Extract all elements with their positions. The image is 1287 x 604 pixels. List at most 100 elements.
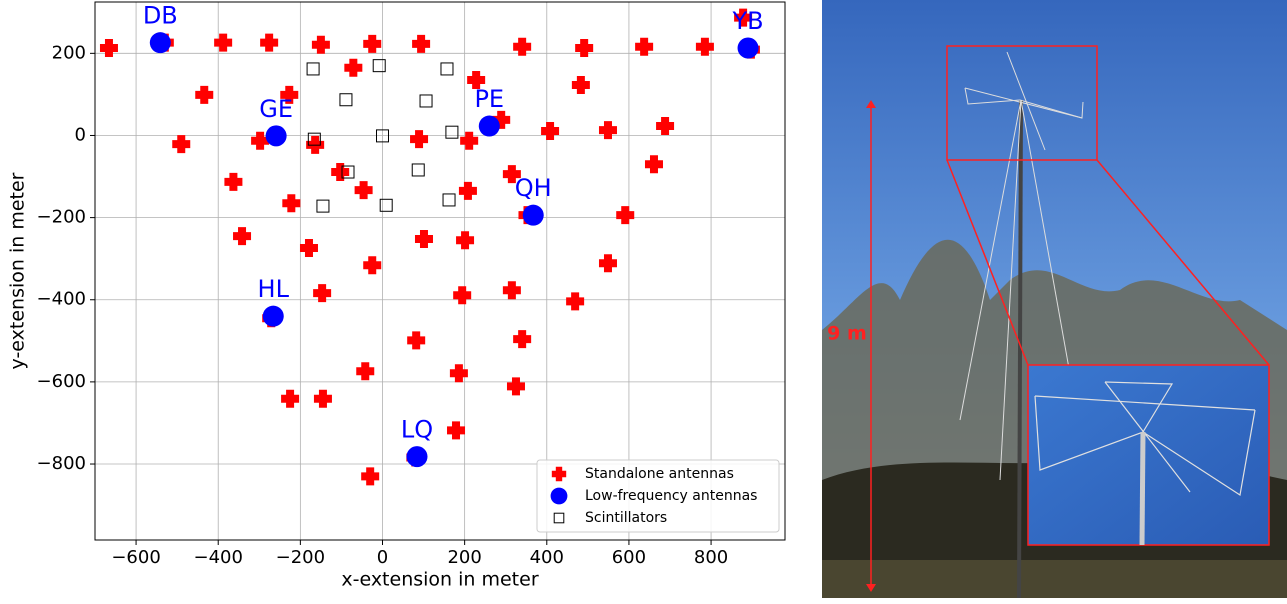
station-label: GE bbox=[259, 95, 293, 123]
station-label: PE bbox=[474, 85, 504, 113]
legend-marker bbox=[553, 512, 565, 524]
legend-label: Scintillators bbox=[585, 510, 667, 526]
standalone-antenna bbox=[281, 389, 300, 408]
standalone-antenna bbox=[172, 135, 191, 154]
standalone-antenna bbox=[407, 331, 426, 350]
scintillator bbox=[419, 94, 433, 108]
y-tick-label: 0 bbox=[75, 124, 86, 145]
standalone-antenna bbox=[575, 38, 594, 57]
standalone-antenna bbox=[282, 194, 301, 213]
plot-frame bbox=[94, 1, 786, 541]
chart: −600 −400 −200 0 200 400 600 800 −800 −600 −400 −20… bbox=[7, 1, 786, 591]
standalone-antenna bbox=[447, 421, 466, 440]
legend bbox=[536, 459, 780, 533]
plot-area bbox=[95, 2, 785, 540]
standalone-antenna bbox=[656, 117, 675, 136]
standalone-antenna bbox=[513, 330, 532, 349]
inset-antenna bbox=[1034, 381, 1256, 546]
standalone-antenna bbox=[456, 231, 475, 250]
low-frequency-antenna bbox=[737, 37, 759, 59]
standalone-antenna bbox=[224, 172, 243, 191]
x-tick-label: 200 bbox=[447, 547, 481, 568]
standalone-antenna bbox=[506, 377, 525, 396]
legend-marker bbox=[550, 487, 568, 505]
standalone-antenna bbox=[467, 71, 486, 90]
legend-label: Standalone antennas bbox=[585, 466, 734, 482]
standalone-antenna bbox=[260, 33, 279, 52]
y-tick-label: −400 bbox=[37, 289, 86, 310]
standalone-antenna bbox=[99, 38, 118, 57]
standalone-antenna bbox=[313, 389, 332, 408]
y-tick-label: −800 bbox=[37, 453, 86, 474]
standalone-antenna bbox=[195, 85, 214, 104]
standalone-antenna bbox=[354, 181, 373, 200]
standalone-antenna bbox=[571, 75, 590, 94]
standalone-antenna bbox=[734, 8, 753, 27]
standalone-antenna bbox=[598, 121, 617, 140]
standalone-antenna bbox=[453, 286, 472, 305]
standalone-antenna bbox=[363, 256, 382, 275]
x-tick-label: 800 bbox=[694, 547, 728, 568]
y-tick-label: 200 bbox=[52, 42, 86, 63]
zoom-box bbox=[946, 45, 1098, 161]
station-label: DB bbox=[143, 2, 178, 30]
x-tick-label: 600 bbox=[612, 547, 646, 568]
standalone-antenna bbox=[311, 35, 330, 54]
standalone-antenna bbox=[644, 155, 663, 174]
standalone-antenna bbox=[233, 227, 252, 246]
scintillator bbox=[376, 129, 389, 143]
x-tick-label: 400 bbox=[530, 547, 564, 568]
scintillator bbox=[445, 125, 459, 139]
standalone-antenna bbox=[598, 254, 617, 273]
standalone-antenna bbox=[412, 34, 431, 53]
standalone-antenna bbox=[251, 131, 270, 150]
y-tick-label: −200 bbox=[37, 207, 86, 228]
scintillator bbox=[411, 163, 425, 177]
zoom-line bbox=[946, 159, 1029, 366]
standalone-antenna bbox=[460, 131, 479, 150]
standalone-antenna bbox=[458, 181, 477, 200]
standalone-antenna bbox=[214, 33, 233, 52]
pole bbox=[1017, 99, 1023, 599]
x-axis-label: x-extension in meter bbox=[341, 569, 538, 591]
scintillator bbox=[316, 199, 330, 213]
standalone-antenna bbox=[414, 229, 433, 248]
scintillator bbox=[341, 165, 355, 179]
photo: 9 m bbox=[822, 0, 1287, 599]
standalone-antenna bbox=[356, 362, 375, 381]
x-tick-label: −400 bbox=[193, 547, 242, 568]
legend-marker bbox=[551, 466, 567, 482]
height-label: 9 m bbox=[827, 323, 867, 345]
standalone-antenna bbox=[361, 467, 380, 486]
scintillator bbox=[307, 132, 321, 146]
standalone-antenna bbox=[513, 37, 532, 56]
y-tick-label: −600 bbox=[37, 371, 86, 392]
standalone-antenna bbox=[331, 163, 350, 182]
standalone-antenna bbox=[635, 37, 654, 56]
scintillator bbox=[440, 62, 454, 76]
standalone-antenna bbox=[541, 121, 560, 140]
low-frequency-antenna bbox=[265, 125, 287, 147]
low-frequency-antenna bbox=[406, 446, 428, 468]
low-frequency-antenna bbox=[262, 305, 284, 327]
standalone-antenna bbox=[502, 281, 521, 300]
station-label: QH bbox=[515, 174, 552, 202]
standalone-antenna bbox=[616, 206, 635, 225]
x-tick-label: −600 bbox=[111, 547, 160, 568]
standalone-antenna bbox=[363, 34, 382, 53]
standalone-antenna bbox=[695, 37, 714, 56]
legend-label: Low-frequency antennas bbox=[585, 488, 757, 504]
y-axis-label: y-extension in meter bbox=[7, 172, 29, 369]
scintillator bbox=[379, 198, 393, 212]
standalone-antenna bbox=[449, 364, 468, 383]
standalone-antenna bbox=[280, 85, 299, 104]
inset bbox=[1027, 364, 1270, 546]
low-frequency-antenna bbox=[522, 204, 544, 226]
standalone-antenna bbox=[410, 130, 429, 149]
standalone-antenna bbox=[566, 292, 585, 311]
x-tick-label: 0 bbox=[377, 547, 388, 568]
station-label: LQ bbox=[401, 416, 433, 444]
station-label: HL bbox=[258, 275, 290, 303]
scintillator bbox=[339, 93, 353, 107]
